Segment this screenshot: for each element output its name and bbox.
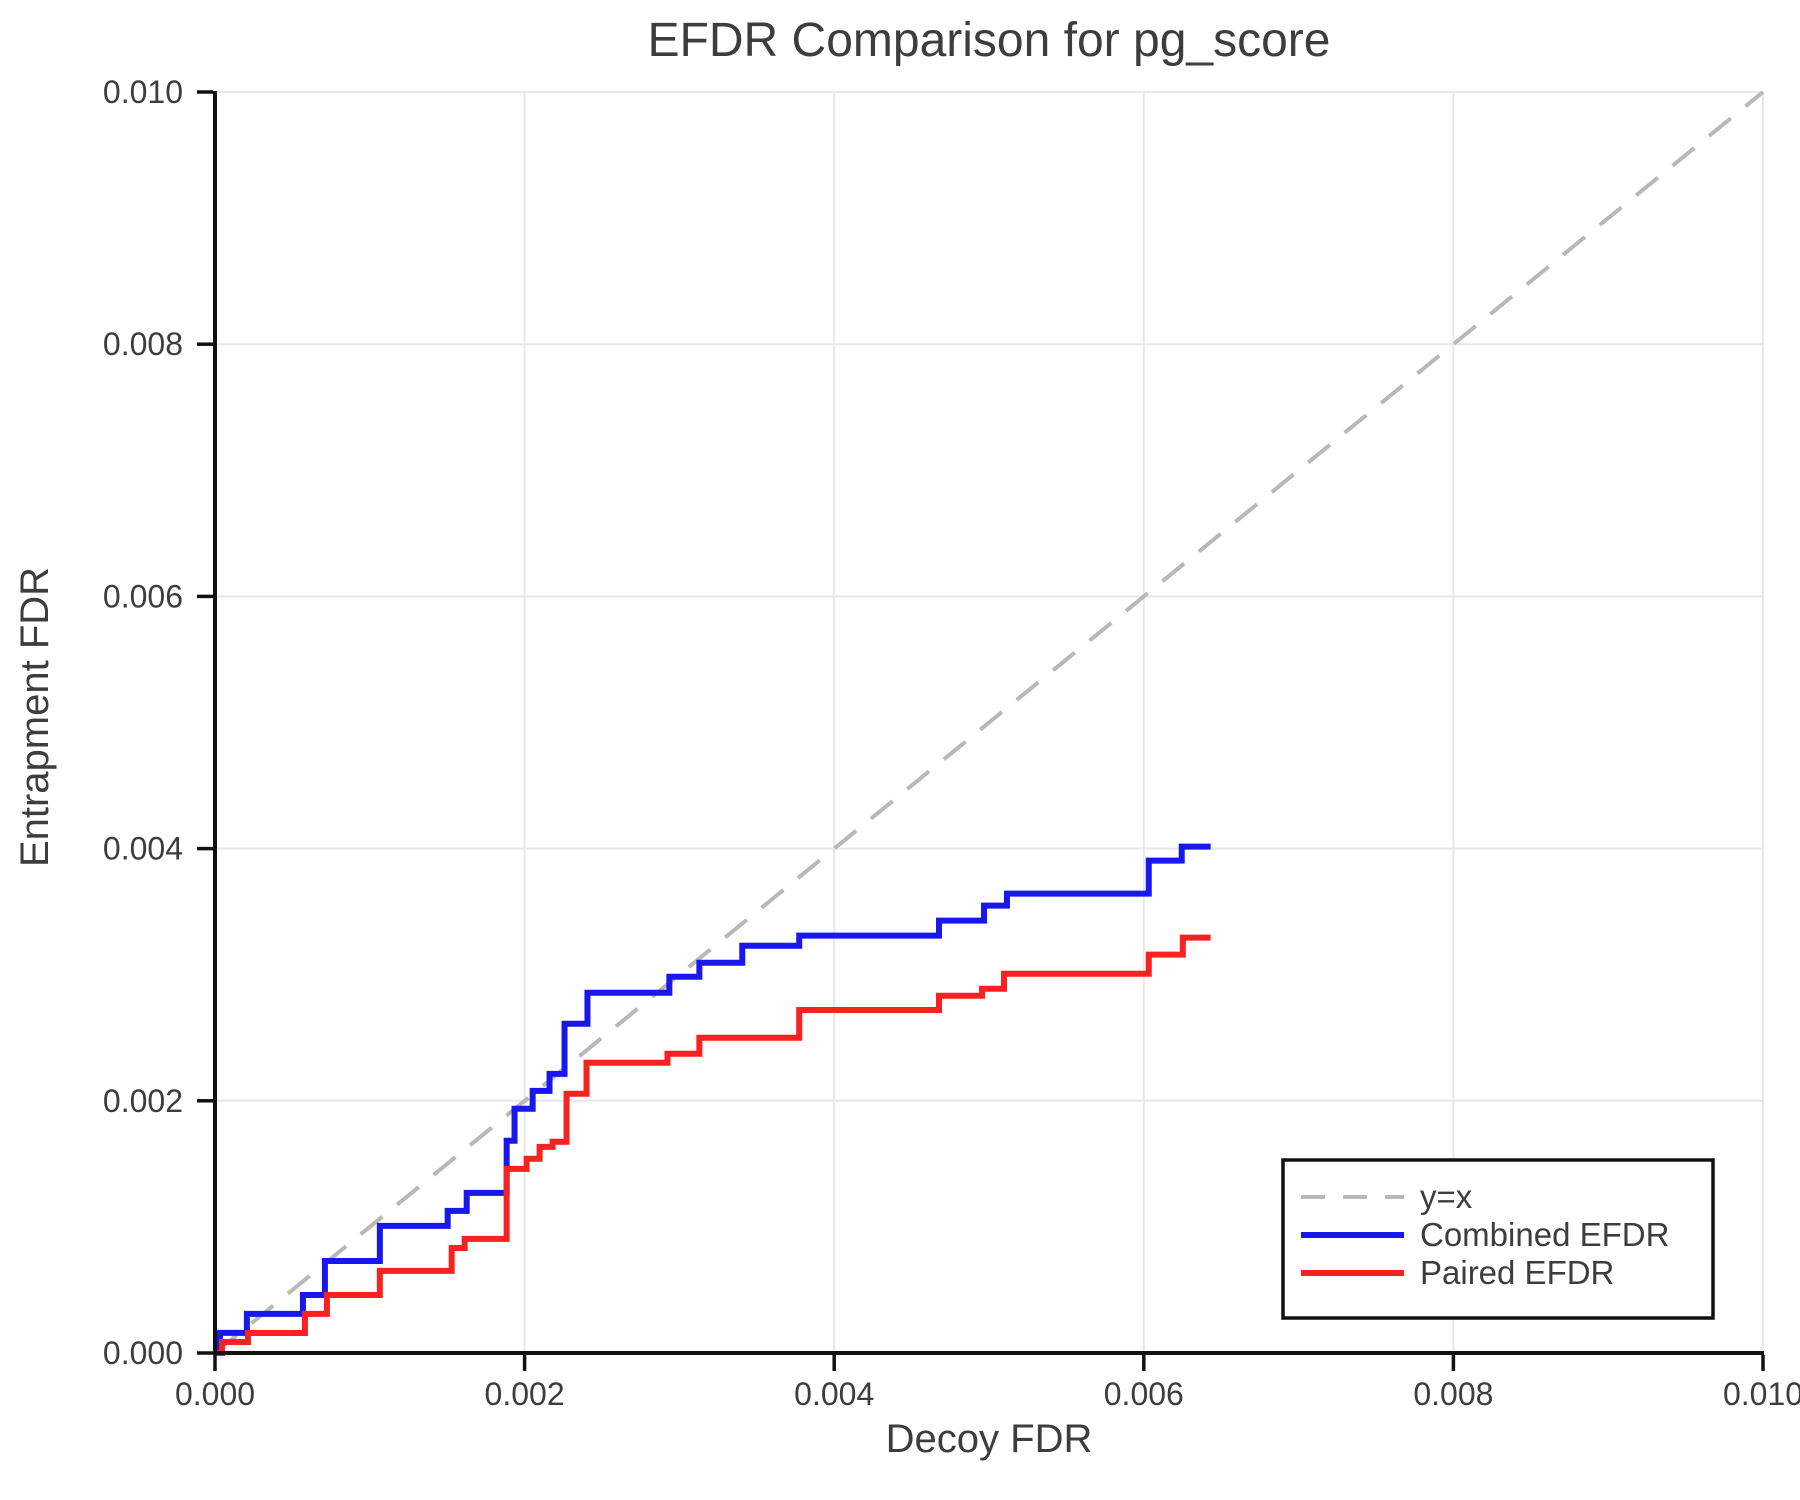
y-axis-label: Entrapment FDR — [13, 567, 57, 867]
legend-box — [1281, 1158, 1715, 1320]
chart-title: EFDR Comparison for pg_score — [648, 14, 1331, 67]
x-tick-label: 0.010 — [1723, 1376, 1800, 1412]
x-axis-label: Decoy FDR — [886, 1417, 1093, 1461]
y-tick-label: 0.002 — [103, 1083, 183, 1119]
x-tick-label: 0.004 — [794, 1376, 874, 1412]
y-tick-label: 0.008 — [103, 326, 183, 362]
y-tick-label: 0.004 — [103, 831, 183, 867]
x-tick-label: 0.002 — [485, 1376, 565, 1412]
y-tick-label: 0.006 — [103, 578, 183, 614]
paired-efdr-line — [215, 934, 1211, 1356]
legend-label: Combined EFDR — [1420, 1216, 1669, 1253]
x-tick-label: 0.008 — [1413, 1376, 1493, 1412]
axes-layer — [197, 90, 1765, 1371]
yx-reference-line — [213, 90, 1765, 1355]
y-tick-label: 0.010 — [103, 74, 183, 110]
legend-label: y=x — [1420, 1178, 1473, 1215]
x-tick-label: 0.000 — [175, 1376, 255, 1412]
x-tick-label: 0.006 — [1104, 1376, 1184, 1412]
combined-efdr-line — [215, 843, 1211, 1356]
legend-label: Paired EFDR — [1420, 1254, 1614, 1291]
y-tick-label: 0.000 — [103, 1335, 183, 1371]
series-layer — [213, 90, 1765, 1356]
ticklabel-layer: 0.000 0.002 0.004 0.006 0.008 0.010 0.000 0.002… — [103, 74, 1800, 1412]
